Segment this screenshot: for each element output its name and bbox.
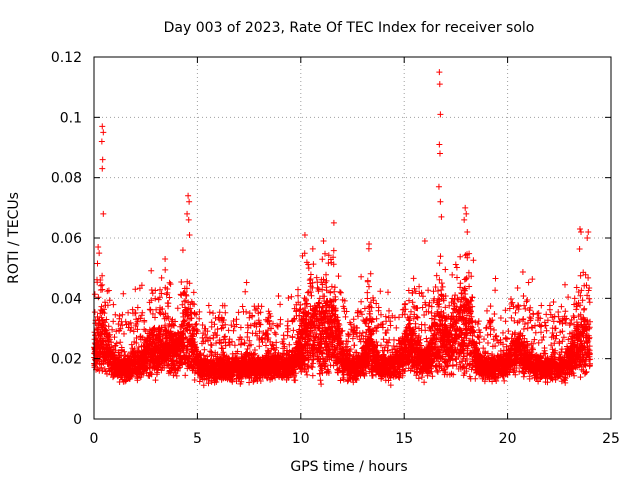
x-tick-label: 5 [193,431,202,447]
outlier-point [585,228,592,235]
y-tick-label: 0.1 [60,110,82,126]
outlier-point [99,165,106,172]
outlier-point [578,228,585,235]
outlier-point [462,204,469,211]
y-axis-label: ROTI / TECUs [6,192,22,284]
x-tick-label: 15 [395,431,413,447]
outlier-point [421,238,428,245]
outlier-point [186,198,193,205]
outlier-point [185,216,192,223]
data-points [91,69,594,389]
outlier-point [366,241,373,248]
scatter-markers [91,245,594,389]
outlier-point [461,216,468,223]
outlier-point [320,238,327,245]
x-tick-label: 0 [90,431,99,447]
y-tick-label: 0.08 [51,171,82,187]
x-tick-label: 10 [292,431,310,447]
outlier-point [99,123,106,130]
y-tick-labels: 0 0.02 0.04 0.06 0.08 0.1 0.12 [51,50,82,428]
outlier-point [186,231,193,238]
y-tick-label: 0.12 [51,50,82,66]
x-tick-labels: 0 5 10 15 20 25 [90,431,620,447]
outlier-point [185,192,192,199]
grid-lines [94,57,611,419]
outlier-point [330,219,337,226]
outlier-point [95,244,102,251]
outlier-point [436,81,443,88]
outlier-point [464,228,471,235]
outlier-point [584,235,591,241]
y-tick-label: 0.06 [51,231,82,247]
outlier-point [100,210,107,217]
x-tick-label: 25 [602,431,620,447]
x-tick-label: 20 [499,431,517,447]
outlier-point [98,138,105,145]
chart-title: Day 003 of 2023, Rate Of TEC Index for r… [164,20,535,36]
outlier-point [576,225,583,232]
y-tick-label: 0.04 [51,291,82,307]
y-tick-label: 0 [73,412,82,428]
y-tick-label: 0.02 [51,352,82,368]
outlier-point [436,150,443,157]
outlier-point [96,250,103,257]
outlier-point [438,213,445,220]
outlier-point [436,141,443,148]
outlier-point [99,156,106,163]
outlier-point [301,231,308,238]
x-axis-label: GPS time / hours [290,459,407,475]
outlier-point [436,69,443,76]
outlier-point [184,210,191,217]
outlier-point [179,247,186,254]
outlier-point [435,183,442,190]
outlier-point [100,129,107,136]
outlier-point [463,210,470,217]
axis-ticks [93,56,612,420]
outlier-point [437,111,444,118]
outlier-point [437,198,444,205]
